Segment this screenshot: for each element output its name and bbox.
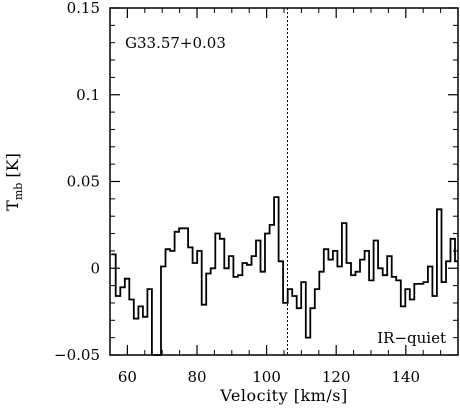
x-tick-label: 140	[391, 368, 420, 386]
y-axis-title: Tmb [K]	[3, 153, 25, 211]
spectrum-step-line	[111, 196, 458, 356]
class-label: IR−quiet	[377, 329, 446, 347]
y-tick-label: −0.05	[54, 346, 100, 364]
y-tick-label: 0.15	[67, 0, 100, 17]
y-tick-label: 0.1	[76, 86, 100, 104]
source-label: G33.57+0.03	[125, 34, 226, 52]
y-axis-title-unit: [K]	[3, 153, 22, 183]
x-tick-label: 60	[118, 368, 137, 386]
x-axis-title: Velocity [km/s]	[219, 386, 347, 405]
y-tick-label: 0.05	[67, 173, 100, 191]
y-axis-title-main: T	[3, 200, 22, 211]
tick-labels-layer: 60 80 100 120 140 −0.05 0 0.05 0.1 0.15	[54, 0, 420, 386]
y-axis-title-sub: mb	[12, 183, 25, 200]
plot-frame	[109, 7, 459, 356]
y-tick-label: 0	[90, 259, 100, 277]
x-tick-label: 120	[322, 368, 351, 386]
x-tick-label: 80	[187, 368, 206, 386]
x-tick-label: 100	[252, 368, 281, 386]
